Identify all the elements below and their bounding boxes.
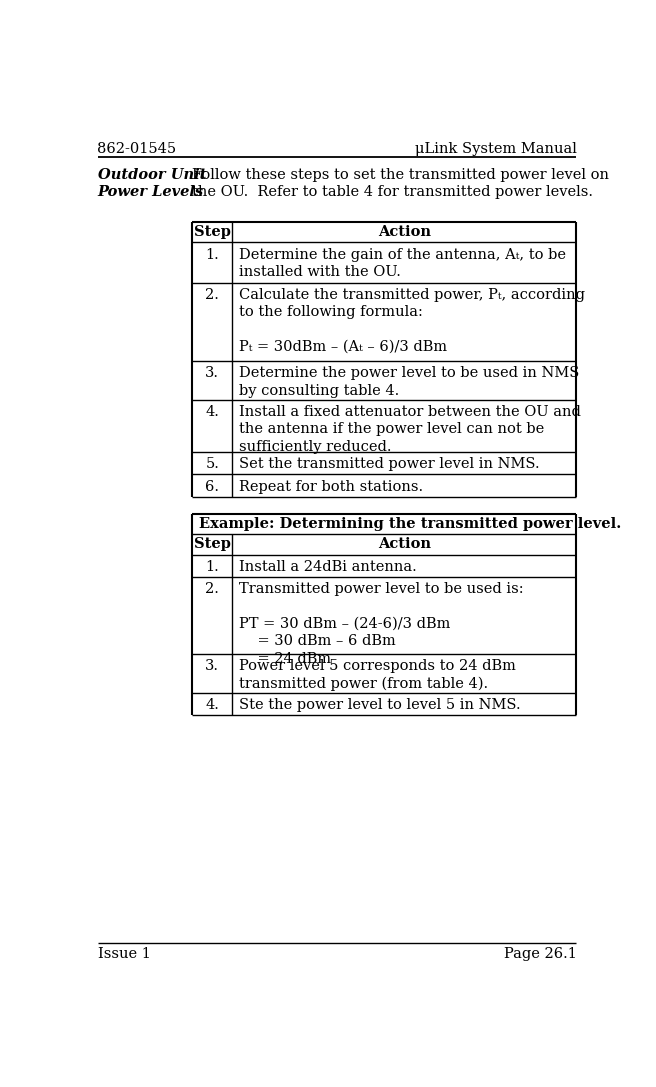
Text: Install a fixed attenuator between the OU and
the antenna if the power level can: Install a fixed attenuator between the O… xyxy=(239,405,581,453)
Text: Action: Action xyxy=(378,225,431,239)
Text: 1.: 1. xyxy=(205,248,219,262)
Text: 3.: 3. xyxy=(205,660,219,674)
Text: 4.: 4. xyxy=(205,698,219,712)
Text: Determine the power level to be used in NMS
by consulting table 4.: Determine the power level to be used in … xyxy=(239,366,579,398)
Text: Step: Step xyxy=(194,225,231,239)
Text: Power Levels: Power Levels xyxy=(98,185,203,199)
Text: μLink System Manual: μLink System Manual xyxy=(415,142,577,157)
Text: Determine the gain of the antenna, Aₜ, to be
installed with the OU.: Determine the gain of the antenna, Aₜ, t… xyxy=(239,248,565,279)
Text: Transmitted power level to be used is:

PT = 30 dBm – (24-6)/3 dBm
    = 30 dBm : Transmitted power level to be used is: P… xyxy=(239,583,523,683)
Text: Outdoor Unit: Outdoor Unit xyxy=(98,168,206,183)
Text: 1.: 1. xyxy=(205,560,219,574)
Text: Step: Step xyxy=(194,537,231,551)
Text: 6.: 6. xyxy=(205,479,219,493)
Text: the OU.  Refer to table 4 for transmitted power levels.: the OU. Refer to table 4 for transmitted… xyxy=(192,185,593,199)
Text: 2.: 2. xyxy=(205,288,219,302)
Text: Install a 24dBi antenna.: Install a 24dBi antenna. xyxy=(239,560,417,574)
Text: Action: Action xyxy=(378,537,431,551)
Text: Issue 1: Issue 1 xyxy=(98,947,150,961)
Text: 5.: 5. xyxy=(205,458,219,472)
Text: Set the transmitted power level in NMS.: Set the transmitted power level in NMS. xyxy=(239,458,539,472)
Text: 3.: 3. xyxy=(205,366,219,380)
Text: 2.: 2. xyxy=(205,583,219,597)
Text: 4.: 4. xyxy=(205,405,219,418)
Text: Calculate the transmitted power, Pₜ, according
to the following formula:

Pₜ = 3: Calculate the transmitted power, Pₜ, acc… xyxy=(239,288,584,371)
Text: Follow these steps to set the transmitted power level on: Follow these steps to set the transmitte… xyxy=(192,168,609,183)
Text: Page 26.1: Page 26.1 xyxy=(504,947,577,961)
Text: 862-01545: 862-01545 xyxy=(98,142,176,157)
Text: Power level 5 corresponds to 24 dBm
transmitted power (from table 4).: Power level 5 corresponds to 24 dBm tran… xyxy=(239,660,516,691)
Text: Ste the power level to level 5 in NMS.: Ste the power level to level 5 in NMS. xyxy=(239,698,520,712)
Text: Repeat for both stations.: Repeat for both stations. xyxy=(239,479,422,493)
Text: Example: Determining the transmitted power level.: Example: Determining the transmitted pow… xyxy=(199,517,621,532)
